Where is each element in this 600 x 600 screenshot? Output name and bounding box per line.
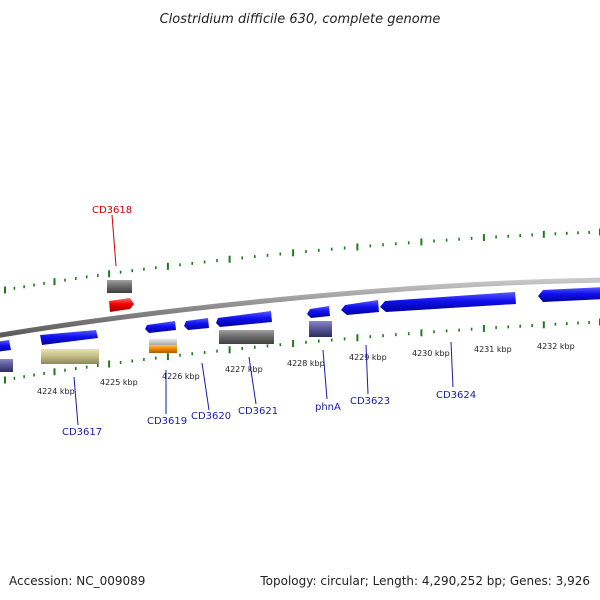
topology-text: Topology: circular; Length: 4,290,252 bp…: [260, 574, 590, 588]
kbp-label: 4232 kbp: [537, 342, 575, 351]
kbp-label: 4224 kbp: [37, 387, 75, 396]
feature-tan-cd3617: [41, 349, 99, 364]
gene-feature-cd3623[interactable]: [341, 300, 379, 315]
gene-label-cd3620[interactable]: CD3620: [191, 411, 231, 422]
gene-feature-right-edge[interactable]: [538, 287, 600, 302]
accession-text: Accession: NC_009089: [9, 574, 146, 588]
gene-label-cd3618[interactable]: CD3618: [92, 205, 132, 216]
gene-feature-left-edge[interactable]: [0, 340, 11, 352]
feature-gray-cd3621: [219, 330, 274, 344]
gene-feature-cd3619[interactable]: [145, 321, 176, 333]
gene-label-phna[interactable]: phnA: [315, 402, 341, 413]
gene-feature-cd3624[interactable]: [380, 292, 516, 312]
gene-feature-cd3621[interactable]: [216, 311, 272, 327]
tick-row-lower: [4, 318, 600, 384]
kbp-label: 4231 kbp: [474, 345, 512, 354]
kbp-label: 4226 kbp: [162, 372, 200, 381]
genome-backbone: [0, 277, 600, 338]
kbp-label: 4228 kbp: [287, 359, 325, 368]
feature-gray-upper: [107, 280, 132, 293]
kbp-label: 4229 kbp: [349, 353, 387, 362]
gene-label-cd3621[interactable]: CD3621: [238, 406, 278, 417]
feature-orange-cd3619: [149, 345, 177, 353]
gene-label-cd3623[interactable]: CD3623: [350, 396, 390, 407]
gene-feature-phna[interactable]: [307, 306, 330, 318]
gene-feature-cd3617[interactable]: [40, 330, 98, 345]
feature-silver-cd3619: [149, 339, 177, 345]
kbp-label: 4227 kbp: [225, 365, 263, 374]
feature-purple-phna: [309, 321, 332, 337]
gene-feature-cd3620[interactable]: [184, 318, 209, 330]
kbp-label: 4225 kbp: [100, 378, 138, 387]
gene-feature-cd3618[interactable]: [109, 298, 134, 312]
gene-label-cd3617[interactable]: CD3617: [62, 427, 102, 438]
map-title: Clostridium difficile 630, complete geno…: [160, 12, 441, 27]
gene-label-cd3624[interactable]: CD3624: [436, 390, 476, 401]
tick-row-upper: [4, 228, 600, 294]
leader-lines: [73, 341, 454, 426]
feature-purple-left-edge: [0, 359, 13, 372]
kbp-label: 4230 kbp: [412, 349, 450, 358]
gene-label-cd3619[interactable]: CD3619: [147, 416, 187, 427]
leader-line-cd3618: [111, 214, 117, 267]
